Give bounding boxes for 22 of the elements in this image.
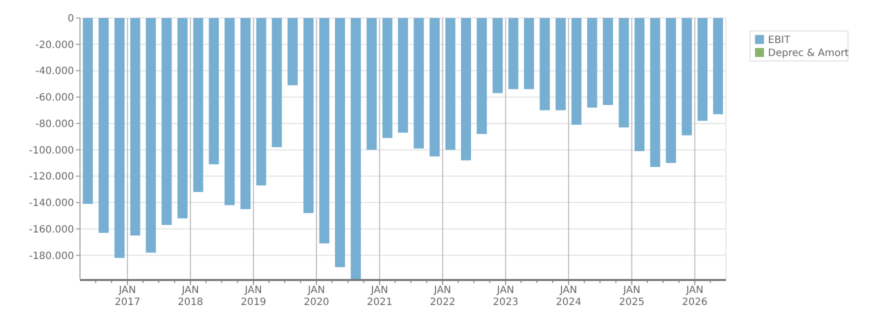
y-tick-label: -100.000 [29, 145, 74, 156]
y-tick-label: -160.000 [29, 224, 74, 236]
y-tick-label: -180.000 [29, 250, 74, 262]
x-tick-label: JAN 2024 [556, 285, 582, 308]
y-tick-label: -40.000 [35, 66, 74, 78]
x-tick-label: JAN 2018 [178, 285, 204, 308]
x-tick-label: JAN 2017 [114, 285, 140, 308]
x-tick-label: JAN 2020 [304, 285, 330, 308]
y-tick-label: -120.000 [29, 172, 74, 183]
y-tick-label: -80.000 [35, 118, 74, 130]
y-tick-label: 0 [68, 14, 74, 24]
x-tick-label: JAN 2026 [682, 285, 708, 308]
legend-label: EBIT [768, 35, 792, 46]
x-tick-label: JAN 2025 [619, 285, 644, 308]
y-tick-label: -140.000 [29, 198, 74, 210]
x-tick-label: JAN 2023 [492, 285, 518, 308]
y-tick-label: -60.000 [35, 92, 74, 104]
x-tick-label: JAN 2019 [240, 285, 266, 308]
legend-label: Deprec & Amort [768, 48, 849, 59]
y-tick-label: -20.000 [35, 40, 74, 51]
x-tick-label: JAN 2021 [366, 285, 392, 308]
x-tick-label: JAN 2022 [430, 285, 456, 308]
